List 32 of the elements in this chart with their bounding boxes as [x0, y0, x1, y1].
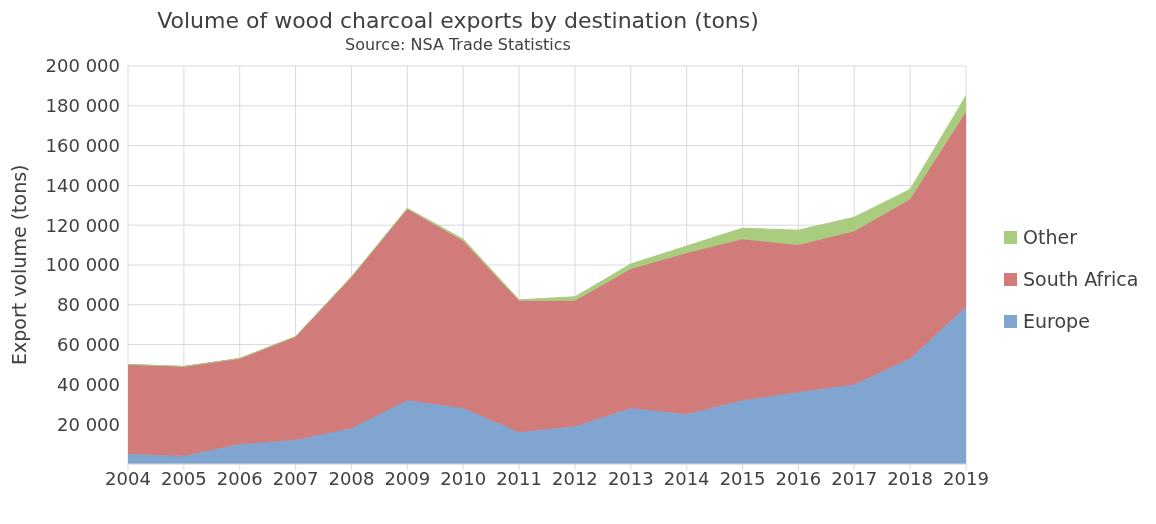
- x-tick-label: 2019: [943, 467, 989, 489]
- x-tick-label: 2007: [272, 467, 319, 489]
- y-tick-label: 140 000: [45, 174, 120, 196]
- x-tick-label: 2015: [719, 467, 766, 489]
- y-tick-label: 160 000: [45, 134, 120, 156]
- x-tick-label: 2011: [496, 467, 542, 489]
- x-tick-label: 2018: [887, 467, 934, 489]
- y-tick-label: 60 000: [57, 333, 120, 355]
- y-tick-label: 120 000: [45, 214, 120, 236]
- y-tick-label: 20 000: [57, 413, 120, 435]
- x-tick-label: 2006: [216, 467, 263, 489]
- legend-label: South Africa: [1023, 268, 1139, 290]
- y-tick-label: 80 000: [57, 294, 120, 316]
- chart-title: Volume of wood charcoal exports by destination (tons): [156, 8, 760, 33]
- x-tick-label: 2009: [384, 467, 431, 489]
- chart-subtitle: Source: NSA Trade Statistics: [344, 35, 572, 54]
- y-tick-label: 200 000: [45, 55, 120, 77]
- x-tick-label: 2017: [831, 467, 878, 489]
- y-axis-title: Export volume (tons): [7, 164, 30, 365]
- x-tick-label: 2008: [328, 467, 375, 489]
- x-tick-label: 2010: [440, 467, 487, 489]
- y-tick-label: 100 000: [45, 254, 120, 276]
- x-tick-label: 2004: [105, 467, 151, 489]
- x-tick-label: 2013: [607, 467, 654, 489]
- y-tick-label: 40 000: [57, 373, 120, 395]
- legend-label: Other: [1023, 226, 1077, 248]
- legend-label: Europe: [1023, 310, 1090, 332]
- x-tick-label: 2016: [775, 467, 822, 489]
- x-tick-label: 2014: [663, 467, 710, 489]
- y-tick-label: 180 000: [45, 95, 120, 117]
- x-tick-label: 2012: [552, 467, 598, 489]
- x-tick-label: 2005: [160, 467, 207, 489]
